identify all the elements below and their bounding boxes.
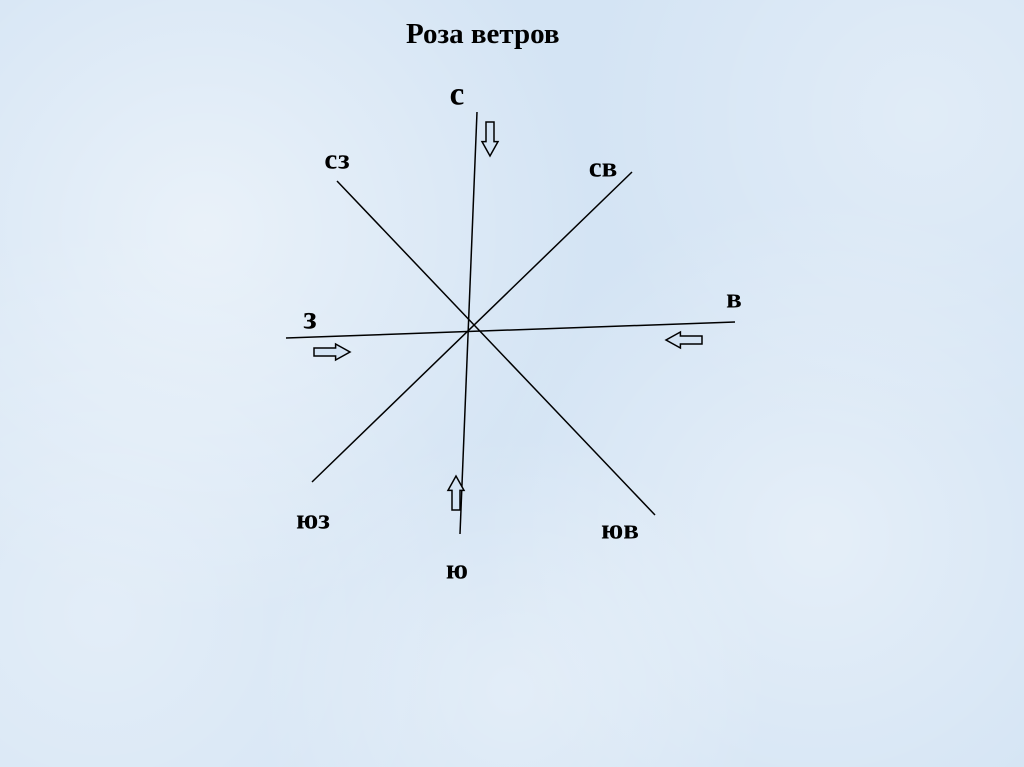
axis-line	[460, 112, 477, 534]
dir-label-se: юв	[601, 514, 639, 547]
axis-line	[337, 181, 655, 515]
dir-label-s: ю	[446, 554, 468, 587]
dir-label-ne: св	[589, 152, 618, 185]
direction-arrow-west	[314, 344, 350, 360]
wind-rose-diagram	[0, 0, 1024, 767]
dir-label-nw: сз	[324, 144, 349, 177]
dir-label-n: с	[450, 77, 465, 114]
dir-label-sw: юз	[296, 504, 330, 537]
direction-arrow-north	[482, 122, 498, 156]
direction-arrow-east	[666, 332, 702, 348]
dir-label-w: з	[303, 301, 316, 338]
dir-label-e: в	[726, 283, 742, 316]
axis-line	[286, 322, 735, 338]
